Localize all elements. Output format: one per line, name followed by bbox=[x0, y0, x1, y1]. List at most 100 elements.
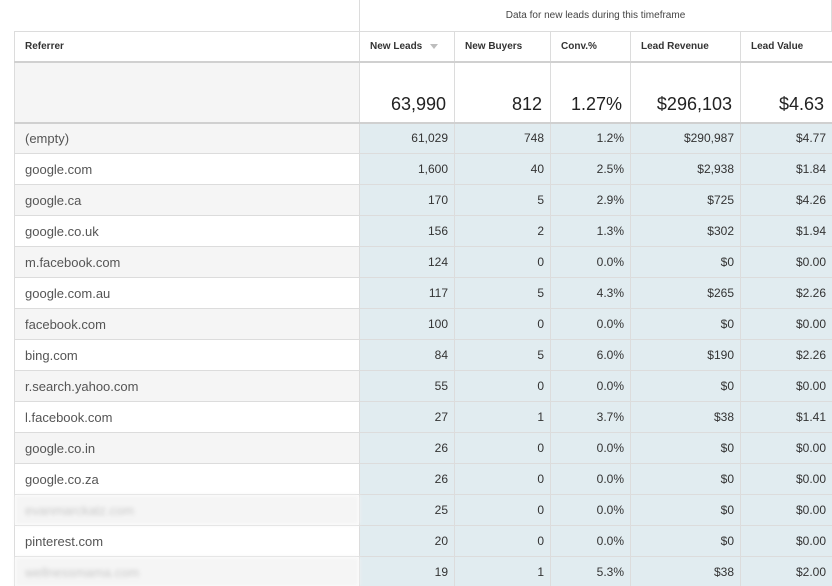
new-buyers-cell: 1 bbox=[454, 556, 551, 586]
new-leads-cell: 55 bbox=[359, 370, 455, 402]
lead-revenue-cell: $0 bbox=[630, 370, 741, 402]
column-header-label: New Leads bbox=[370, 40, 423, 52]
referrer-cell: google.co.za bbox=[14, 463, 360, 495]
new-leads-cell: 26 bbox=[359, 463, 455, 495]
new-buyers-cell: 2 bbox=[454, 215, 551, 247]
new-buyers-cell: 0 bbox=[454, 494, 551, 526]
table-row[interactable]: bing.com 84 5 6.0% $190 $2.26 bbox=[14, 339, 832, 371]
referrer-cell: wellnessmama.com bbox=[14, 556, 360, 586]
conv-cell: 0.0% bbox=[550, 370, 631, 402]
new-leads-cell: 27 bbox=[359, 401, 455, 433]
table-row[interactable]: l.facebook.com 27 1 3.7% $38 $1.41 bbox=[14, 401, 832, 433]
conv-cell: 5.3% bbox=[550, 556, 631, 586]
referrer-cell: r.search.yahoo.com bbox=[14, 370, 360, 402]
lead-revenue-cell: $0 bbox=[630, 494, 741, 526]
conv-cell: 0.0% bbox=[550, 432, 631, 464]
column-header-label: Conv.% bbox=[561, 40, 597, 52]
conv-cell: 2.9% bbox=[550, 184, 631, 216]
table-row[interactable]: evanmarckatz.com 25 0 0.0% $0 $0.00 bbox=[14, 494, 832, 526]
column-header-lead-revenue[interactable]: Lead Revenue bbox=[630, 31, 741, 63]
table-row[interactable]: m.facebook.com 124 0 0.0% $0 $0.00 bbox=[14, 246, 832, 278]
lead-revenue-cell: $265 bbox=[630, 277, 741, 309]
totals-label-cell bbox=[14, 61, 360, 124]
lead-value-cell: $4.26 bbox=[740, 184, 832, 216]
sort-descending-icon[interactable] bbox=[430, 43, 439, 49]
lead-revenue-cell: $0 bbox=[630, 463, 741, 495]
conv-cell: 1.3% bbox=[550, 215, 631, 247]
lead-value-cell: $1.41 bbox=[740, 401, 832, 433]
lead-value-cell: $0.00 bbox=[740, 308, 832, 340]
table-row[interactable]: google.com 1,600 40 2.5% $2,938 $1.84 bbox=[14, 153, 832, 185]
lead-value-cell: $0.00 bbox=[740, 525, 832, 557]
lead-value-cell: $1.84 bbox=[740, 153, 832, 185]
lead-value-cell: $2.26 bbox=[740, 339, 832, 371]
referrer-cell: l.facebook.com bbox=[14, 401, 360, 433]
lead-value-cell: $4.77 bbox=[740, 122, 832, 154]
referrer-cell: google.com.au bbox=[14, 277, 360, 309]
new-buyers-cell: 748 bbox=[454, 122, 551, 154]
table-row[interactable]: wellnessmama.com 19 1 5.3% $38 $2.00 bbox=[14, 556, 832, 586]
new-leads-cell: 117 bbox=[359, 277, 455, 309]
new-leads-cell: 1,600 bbox=[359, 153, 455, 185]
total-lead-revenue: $296,103 bbox=[630, 61, 741, 124]
column-header-conv[interactable]: Conv.% bbox=[550, 31, 631, 63]
table-row[interactable]: facebook.com 100 0 0.0% $0 $0.00 bbox=[14, 308, 832, 340]
conv-cell: 0.0% bbox=[550, 308, 631, 340]
lead-revenue-cell: $0 bbox=[630, 308, 741, 340]
referrer-cell: facebook.com bbox=[14, 308, 360, 340]
lead-revenue-cell: $190 bbox=[630, 339, 741, 371]
total-conv: 1.27% bbox=[550, 61, 631, 124]
new-buyers-cell: 5 bbox=[454, 184, 551, 216]
lead-value-cell: $0.00 bbox=[740, 494, 832, 526]
conv-cell: 1.2% bbox=[550, 122, 631, 154]
table-row[interactable]: google.co.za 26 0 0.0% $0 $0.00 bbox=[14, 463, 832, 495]
totals-row: 63,990 812 1.27% $296,103 $4.63 bbox=[14, 61, 832, 124]
column-header-label: Referrer bbox=[25, 40, 64, 52]
table-row[interactable]: r.search.yahoo.com 55 0 0.0% $0 $0.00 bbox=[14, 370, 832, 402]
conv-cell: 3.7% bbox=[550, 401, 631, 433]
column-header-new-leads[interactable]: New Leads bbox=[359, 31, 455, 63]
new-leads-cell: 26 bbox=[359, 432, 455, 464]
table-row[interactable]: google.co.in 26 0 0.0% $0 $0.00 bbox=[14, 432, 832, 464]
new-leads-cell: 84 bbox=[359, 339, 455, 371]
table-row[interactable]: google.com.au 117 5 4.3% $265 $2.26 bbox=[14, 277, 832, 309]
referrer-cell: evanmarckatz.com bbox=[14, 494, 360, 526]
conv-cell: 2.5% bbox=[550, 153, 631, 185]
new-leads-cell: 124 bbox=[359, 246, 455, 278]
new-leads-cell: 25 bbox=[359, 494, 455, 526]
lead-revenue-cell: $38 bbox=[630, 401, 741, 433]
column-header-row: Referrer New Leads New Buyers Conv.% Lea… bbox=[14, 31, 832, 63]
referrer-cell: bing.com bbox=[14, 339, 360, 371]
lead-value-cell: $0.00 bbox=[740, 370, 832, 402]
column-header-lead-value[interactable]: Lead Value bbox=[740, 31, 832, 63]
referrer-cell: google.com bbox=[14, 153, 360, 185]
new-leads-cell: 170 bbox=[359, 184, 455, 216]
group-header: Data for new leads during this timeframe bbox=[359, 0, 832, 31]
table-row[interactable]: pinterest.com 20 0 0.0% $0 $0.00 bbox=[14, 525, 832, 557]
lead-value-cell: $2.26 bbox=[740, 277, 832, 309]
table-row[interactable]: google.ca 170 5 2.9% $725 $4.26 bbox=[14, 184, 832, 216]
lead-value-cell: $0.00 bbox=[740, 463, 832, 495]
total-new-buyers: 812 bbox=[454, 61, 551, 124]
referrer-cell: google.ca bbox=[14, 184, 360, 216]
column-header-label: New Buyers bbox=[465, 40, 523, 52]
new-buyers-cell: 0 bbox=[454, 246, 551, 278]
lead-revenue-cell: $0 bbox=[630, 246, 741, 278]
table-body: (empty) 61,029 748 1.2% $290,987 $4.77 google.… bbox=[14, 122, 832, 586]
column-header-label: Lead Revenue bbox=[641, 40, 709, 52]
column-header-referrer[interactable]: Referrer bbox=[14, 31, 360, 63]
lead-revenue-cell: $725 bbox=[630, 184, 741, 216]
table-row[interactable]: google.co.uk 156 2 1.3% $302 $1.94 bbox=[14, 215, 832, 247]
lead-revenue-cell: $0 bbox=[630, 432, 741, 464]
new-leads-cell: 100 bbox=[359, 308, 455, 340]
new-buyers-cell: 5 bbox=[454, 339, 551, 371]
conv-cell: 0.0% bbox=[550, 246, 631, 278]
conv-cell: 6.0% bbox=[550, 339, 631, 371]
conv-cell: 0.0% bbox=[550, 525, 631, 557]
column-header-new-buyers[interactable]: New Buyers bbox=[454, 31, 551, 63]
table-row[interactable]: (empty) 61,029 748 1.2% $290,987 $4.77 bbox=[14, 122, 832, 154]
new-leads-cell: 20 bbox=[359, 525, 455, 557]
new-buyers-cell: 0 bbox=[454, 308, 551, 340]
new-leads-cell: 19 bbox=[359, 556, 455, 586]
